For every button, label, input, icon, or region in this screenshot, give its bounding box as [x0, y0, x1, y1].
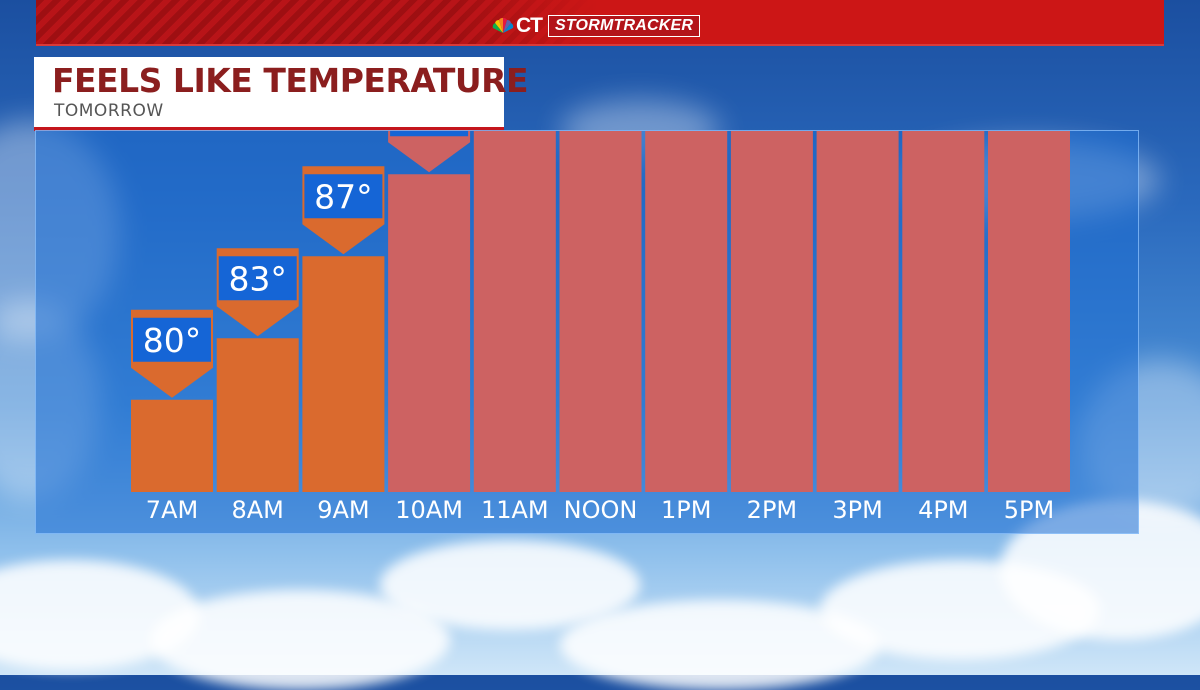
bar: [988, 131, 1070, 492]
nbc-peacock-icon: [492, 17, 514, 33]
bar: [816, 131, 899, 492]
data-label: 91°: [400, 131, 459, 134]
bar: [902, 131, 985, 492]
bar: [559, 131, 642, 492]
station-brand: CT STORMTRACKER: [492, 14, 701, 38]
x-tick-label: 11AM: [481, 496, 549, 524]
x-tick-label: 3PM: [832, 496, 882, 524]
chart-subtitle: TOMORROW: [54, 101, 164, 121]
data-label: 83°: [228, 259, 287, 298]
bar-chart: 80°7AM83°8AM87°9AM91°10AM94°11AM97°NOON9…: [131, 131, 1070, 524]
x-tick-label: 1PM: [661, 496, 711, 524]
value-label-box: [133, 317, 211, 362]
value-label-box: [390, 131, 469, 137]
bar: [388, 174, 471, 492]
title-card: FEELS LIKE TEMPERATURE TOMORROW: [34, 57, 529, 131]
brand-stormtracker-text: STORMTRACKER: [548, 15, 701, 37]
bar: [645, 131, 728, 492]
bar: [302, 256, 385, 492]
brand-ct-text: CT: [516, 14, 543, 37]
x-tick-label: NOON: [564, 496, 638, 524]
chart-title: FEELS LIKE TEMPERATURE: [52, 61, 529, 100]
x-tick-label: 2PM: [747, 496, 797, 524]
value-tag: [388, 131, 471, 173]
chart-panel: 80°7AM83°8AM87°9AM91°10AM94°11AM97°NOON9…: [35, 130, 1139, 534]
data-label: 80°: [143, 321, 202, 360]
x-tick-label: 5PM: [1004, 496, 1054, 524]
bar: [730, 131, 813, 492]
bar: [216, 338, 299, 492]
value-label-box: [218, 256, 297, 301]
x-tick-label: 9AM: [317, 496, 369, 524]
bar: [473, 131, 556, 492]
x-tick-label: 10AM: [395, 496, 463, 524]
value-label-box: [304, 174, 383, 219]
x-tick-label: 4PM: [918, 496, 968, 524]
x-tick-label: 8AM: [231, 496, 283, 524]
x-tick-label: 7AM: [146, 496, 198, 524]
data-label: 87°: [314, 177, 373, 216]
bar: [131, 399, 213, 492]
